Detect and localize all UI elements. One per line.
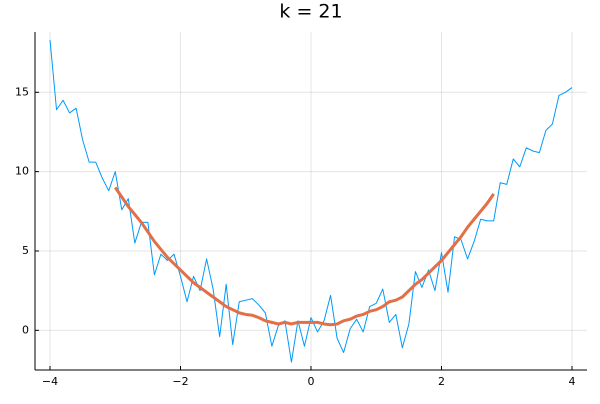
- y-tick-label: 5: [22, 244, 29, 257]
- y-tick-label: 10: [15, 165, 29, 178]
- x-tick-label: −4: [42, 375, 58, 388]
- x-tick-label: 2: [438, 375, 445, 388]
- x-tick-label: −2: [172, 375, 188, 388]
- x-tick-label: 4: [568, 375, 575, 388]
- y-tick-label: 15: [15, 85, 29, 98]
- y-tick-label: 0: [22, 323, 29, 336]
- x-tick-label: 0: [308, 375, 315, 388]
- series-line: [49, 39, 573, 363]
- series-line: [114, 186, 495, 327]
- chart-title: k = 21: [279, 1, 342, 23]
